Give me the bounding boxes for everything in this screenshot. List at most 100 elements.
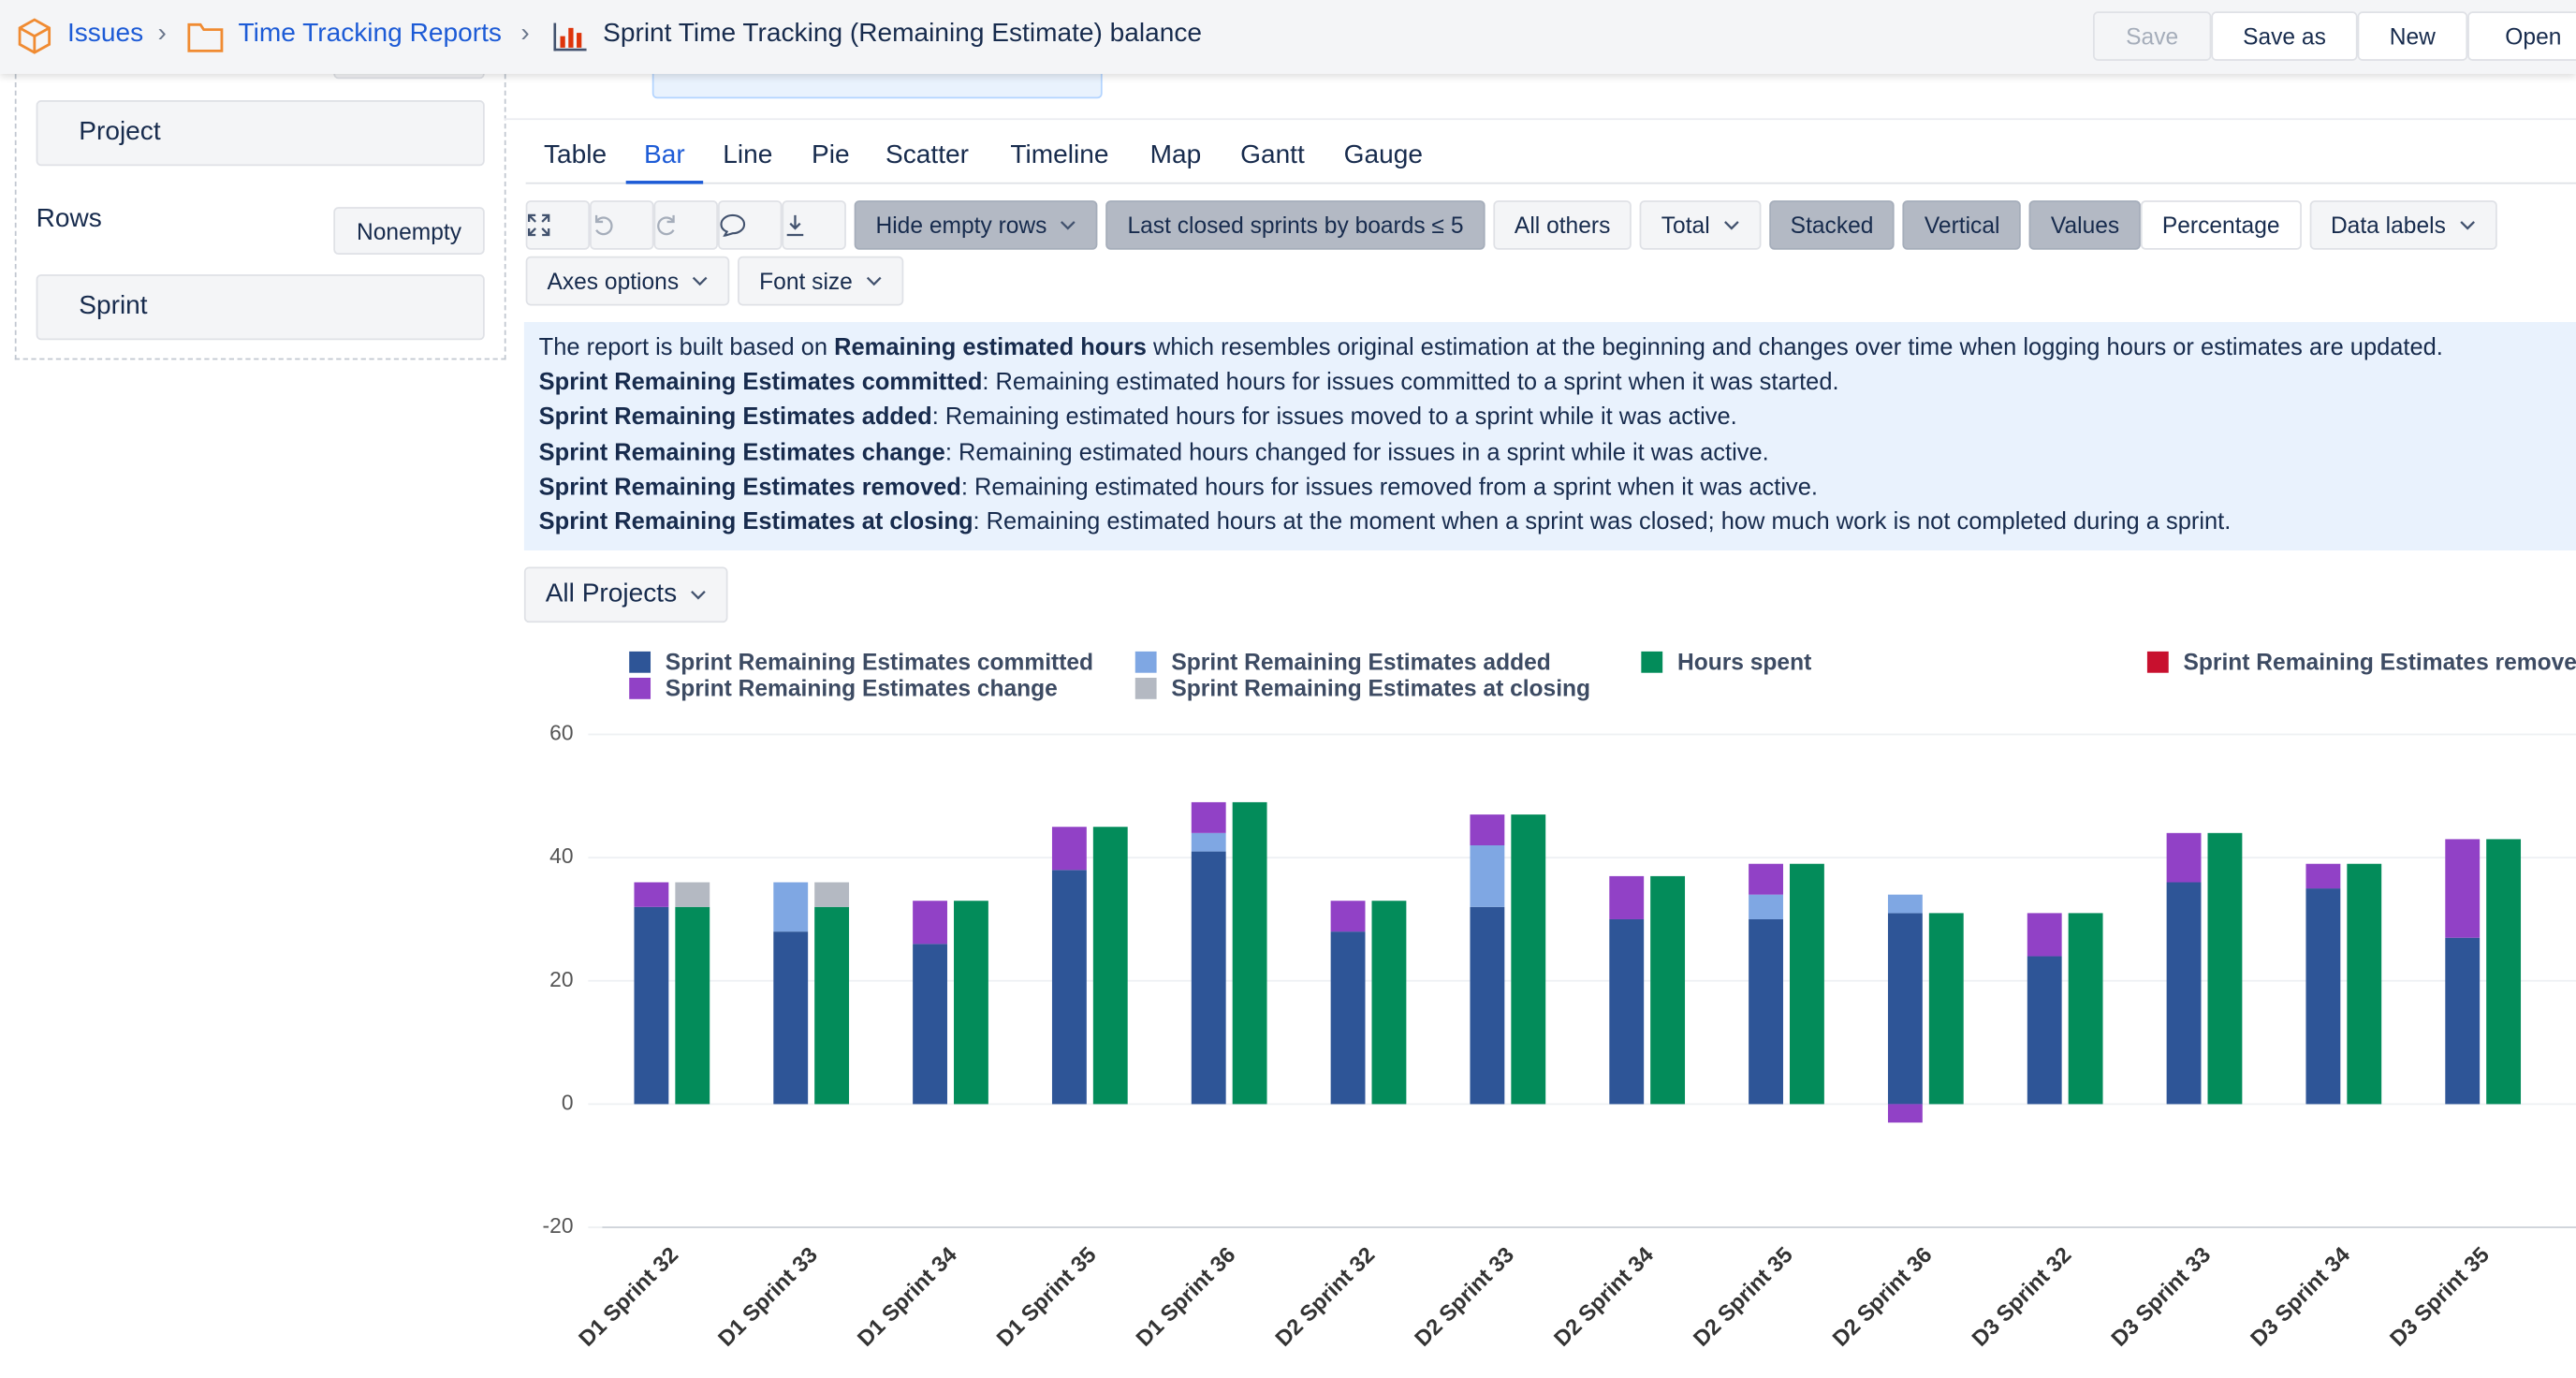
button-label: Total — [1661, 212, 1710, 239]
dropdown-label: All Projects — [545, 579, 678, 608]
info-text: The report is built based on — [538, 335, 835, 362]
bar-segment — [773, 931, 809, 1105]
toolbar-button[interactable]: Values — [2029, 200, 2142, 250]
x-tick-label: D2 Sprint 35 — [1690, 1243, 1798, 1352]
info-line: Sprint Remaining Estimates added: Remain… — [539, 402, 2576, 436]
toolbar-button[interactable]: Font size — [738, 256, 904, 306]
bar-segment — [1470, 845, 1505, 907]
bar-segment — [1092, 827, 1128, 1105]
legend-swatch — [1134, 677, 1157, 699]
y-tick-label: -20 — [543, 1213, 574, 1238]
save-button[interactable]: Save — [2093, 11, 2212, 61]
project-dropdown[interactable]: All Projects — [523, 566, 728, 623]
legend-label: Sprint Remaining Estimates at closing — [1171, 677, 1590, 702]
legend-label: Sprint Remaining Estimates change — [666, 677, 1058, 702]
breadcrumb-link[interactable]: Issues — [66, 20, 144, 48]
toolbar-button[interactable]: Hide empty rows — [854, 200, 1098, 250]
legend-swatch — [2146, 651, 2169, 673]
toolbar-button[interactable]: Data labels — [2309, 200, 2497, 250]
bar-segment — [814, 906, 850, 1105]
bar-segment — [954, 901, 988, 1105]
nonempty-button[interactable]: Nonempty — [333, 207, 485, 256]
toolbar-button[interactable]: Axes options — [525, 256, 730, 306]
tab[interactable]: Bar — [644, 140, 685, 169]
x-tick-label: D2 Sprint 33 — [1411, 1243, 1519, 1352]
chevron — [693, 276, 708, 286]
bar-segment — [2305, 863, 2341, 889]
legend-swatch — [1641, 651, 1663, 673]
chevron — [1061, 221, 1076, 230]
tab[interactable]: Gantt — [1240, 140, 1305, 169]
open-button[interactable]: Open — [2467, 11, 2576, 61]
tab[interactable]: Map — [1149, 140, 1202, 169]
button-label: Save as — [2243, 22, 2326, 50]
bar-segment — [2207, 832, 2243, 1105]
bar-segment — [1790, 863, 1824, 1105]
comment-button[interactable] — [717, 200, 783, 250]
button-label: Nonempty — [357, 217, 462, 244]
toolbar-row: Hide empty rows Last closed sprints by bo… — [525, 200, 2497, 250]
bar-segment — [1650, 875, 1686, 1105]
bar-segment — [2445, 839, 2481, 938]
tab[interactable]: Table — [543, 140, 607, 169]
legend-label: Sprint Remaining Estimates removed — [2184, 651, 2576, 676]
y-tick-label: 0 — [562, 1090, 574, 1114]
tab[interactable]: Scatter — [886, 140, 969, 169]
bar-segment — [1191, 801, 1226, 833]
x-tick-label: D2 Sprint 32 — [1271, 1243, 1380, 1352]
redo-button[interactable] — [653, 200, 718, 250]
info-line: Sprint Remaining Estimates removed: Rema… — [539, 471, 2576, 506]
bar-segment — [2166, 882, 2202, 1105]
button-label: Font size — [759, 268, 853, 295]
tab[interactable]: Gauge — [1343, 140, 1424, 169]
bar-segment — [2027, 956, 2062, 1105]
toolbar-button[interactable]: Vertical — [1903, 200, 2022, 250]
x-tick-label: D1 Sprint 34 — [854, 1242, 963, 1352]
icon-group — [525, 200, 846, 250]
info-text: which resembles original estimation at t… — [1146, 335, 2443, 362]
bar-segment — [2027, 913, 2062, 957]
undo-button[interactable] — [590, 200, 654, 250]
tab[interactable]: Line — [723, 140, 773, 169]
bar-segment — [1470, 906, 1505, 1105]
chevron — [691, 591, 706, 600]
bar-segment — [1928, 913, 1964, 1105]
bar-segment — [1749, 918, 1783, 1105]
bar-segment — [675, 882, 710, 907]
tab-divider — [525, 182, 2576, 184]
group-label: Sprint — [79, 292, 148, 321]
info-bold: Sprint Remaining Estimates at closing — [538, 509, 973, 536]
x-tick-label: D3 Sprint 35 — [2386, 1243, 2495, 1352]
fullscreen-button[interactable] — [525, 200, 591, 250]
toolbar-button[interactable]: Total — [1639, 200, 1762, 250]
bar-segment — [1470, 814, 1505, 845]
x-tick-label: D1 Sprint 33 — [714, 1243, 823, 1352]
info-text: : Remaining estimated hours changed for … — [944, 439, 1769, 466]
toolbar-button[interactable]: Percentage — [2141, 200, 2302, 250]
breadcrumb-link[interactable]: Time Tracking Reports — [238, 20, 502, 48]
new-button[interactable]: New — [2357, 11, 2468, 61]
bar-segment — [2305, 888, 2341, 1105]
bar-segment — [913, 944, 947, 1105]
save-as-button[interactable]: Save as — [2211, 11, 2358, 61]
tab[interactable]: Pie — [812, 140, 850, 169]
bar-segment — [1749, 863, 1783, 895]
tab[interactable]: Timeline — [1010, 140, 1109, 169]
export-button[interactable] — [782, 200, 846, 250]
bar-segment — [1330, 901, 1366, 932]
bar-segment — [1051, 827, 1087, 871]
divider — [504, 118, 2576, 121]
bar-segment — [814, 882, 850, 907]
project-group[interactable]: Project — [36, 100, 485, 167]
toolbar-button[interactable]: All others — [1493, 200, 1632, 250]
legend-swatch — [1134, 651, 1157, 673]
info-line: Sprint Remaining Estimates committed: Re… — [539, 367, 2576, 402]
legend-swatch — [629, 677, 651, 699]
toolbar-button[interactable]: Stacked — [1768, 200, 1895, 250]
bar-segment — [634, 882, 669, 907]
bar-segment — [773, 882, 809, 932]
button-label: Save — [2126, 22, 2179, 50]
sprint-group[interactable]: Sprint — [36, 274, 485, 341]
toolbar-button[interactable]: Last closed sprints by boards ≤ 5 — [1105, 200, 1486, 250]
info-line: Sprint Remaining Estimates at closing: R… — [539, 506, 2576, 541]
